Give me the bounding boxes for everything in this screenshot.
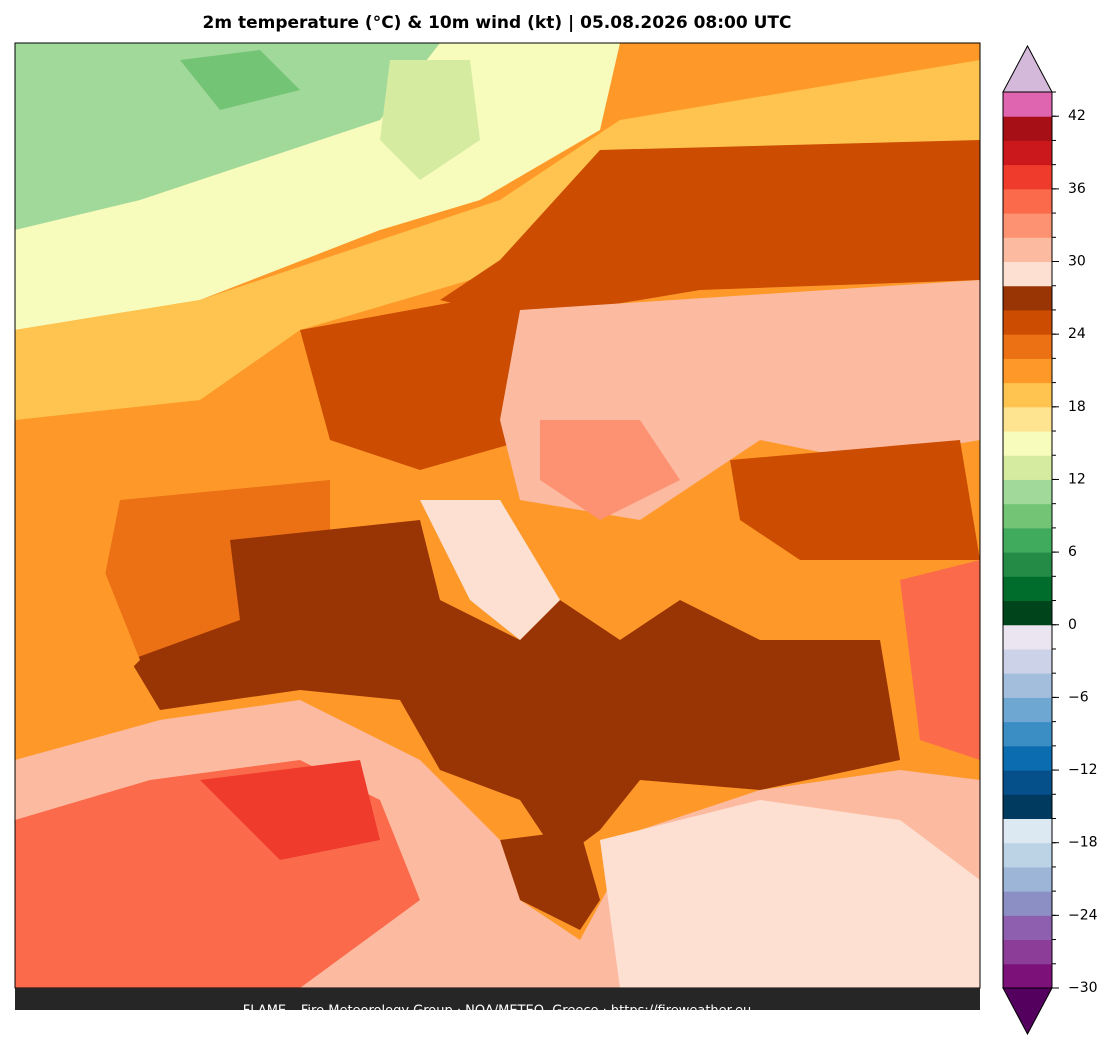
- footer-text: FLAME – Fire Meteorology Group · NOA/MET…: [243, 1004, 751, 1019]
- colorbar-segment: [1003, 939, 1052, 965]
- colorbar-segment: [1003, 794, 1052, 819]
- colorbar: −30 −24 −18 −12 −6 0 6 12 18 24 30 36 42: [1002, 44, 1098, 1036]
- colorbar-segment: [1003, 237, 1052, 263]
- colorbar-segment: [1003, 842, 1052, 868]
- colorbar-tick-label: 24: [1068, 326, 1086, 342]
- colorbar-tick-label: −12: [1068, 762, 1098, 778]
- colorbar-segment: [1003, 576, 1052, 602]
- colorbar-segment: [1003, 915, 1052, 941]
- colorbar-segment: [1003, 213, 1052, 238]
- colorbar-tick-label: 36: [1068, 181, 1086, 197]
- colorbar-tick-label: −30: [1068, 980, 1098, 996]
- colorbar-segment: [1003, 963, 1052, 989]
- colorbar-segment: [1003, 673, 1052, 698]
- colorbar-segment: [1003, 116, 1052, 141]
- colorbar-segment: [1003, 600, 1052, 626]
- colorbar-segment: [1003, 818, 1052, 844]
- colorbar-frame: [1002, 91, 1053, 989]
- colorbar-segment: [1003, 285, 1052, 311]
- colorbar-segment: [1003, 624, 1052, 650]
- colorbar-tick-label: 30: [1068, 254, 1086, 270]
- colorbar-segment: [1003, 866, 1052, 892]
- colorbar-tick-label: 6: [1068, 544, 1077, 560]
- colorbar-segment: [1003, 745, 1052, 771]
- colorbar-segment: [1003, 309, 1052, 335]
- colorbar-segment: [1003, 188, 1052, 214]
- colorbar-segment: [1003, 164, 1052, 190]
- colorbar-tick-label: 0: [1068, 617, 1077, 633]
- colorbar-segment: [1003, 358, 1052, 384]
- footer-bar: [15, 988, 980, 1010]
- colorbar-tick-label: 12: [1068, 471, 1086, 487]
- colorbar-tick-label: 18: [1068, 399, 1086, 415]
- colorbar-segment: [1003, 479, 1052, 505]
- colorbar-segment: [1003, 140, 1052, 166]
- colorbar-tick-label: 42: [1068, 108, 1086, 124]
- title: 2m temperature (°C) & 10m wind (kt) | 05…: [202, 13, 791, 33]
- colorbar-segment: [1003, 455, 1052, 480]
- colorbar-extend-under: [1002, 987, 1053, 1036]
- colorbar-segment: [1003, 527, 1052, 553]
- colorbar-segment: [1003, 891, 1052, 916]
- colorbar-segment: [1003, 92, 1052, 117]
- colorbar-tick-label: −24: [1068, 907, 1098, 923]
- colorbar-segment: [1003, 261, 1052, 287]
- colorbar-segment: [1003, 431, 1052, 456]
- colorbar-segment: [1003, 697, 1052, 723]
- colorbar-tick-label: −18: [1068, 835, 1098, 851]
- colorbar-segment: [1003, 770, 1052, 795]
- colorbar-segment: [1003, 503, 1052, 529]
- colorbar-tick-label: −6: [1068, 689, 1089, 705]
- map: [14, 42, 981, 989]
- colorbar-segment: [1003, 721, 1052, 747]
- colorbar-segment: [1003, 552, 1052, 577]
- colorbar-extend-over: [1002, 44, 1053, 93]
- colorbar-segment: [1003, 648, 1052, 674]
- colorbar-segment: [1003, 406, 1052, 432]
- colorbar-segment: [1003, 334, 1052, 359]
- colorbar-segment: [1003, 382, 1052, 408]
